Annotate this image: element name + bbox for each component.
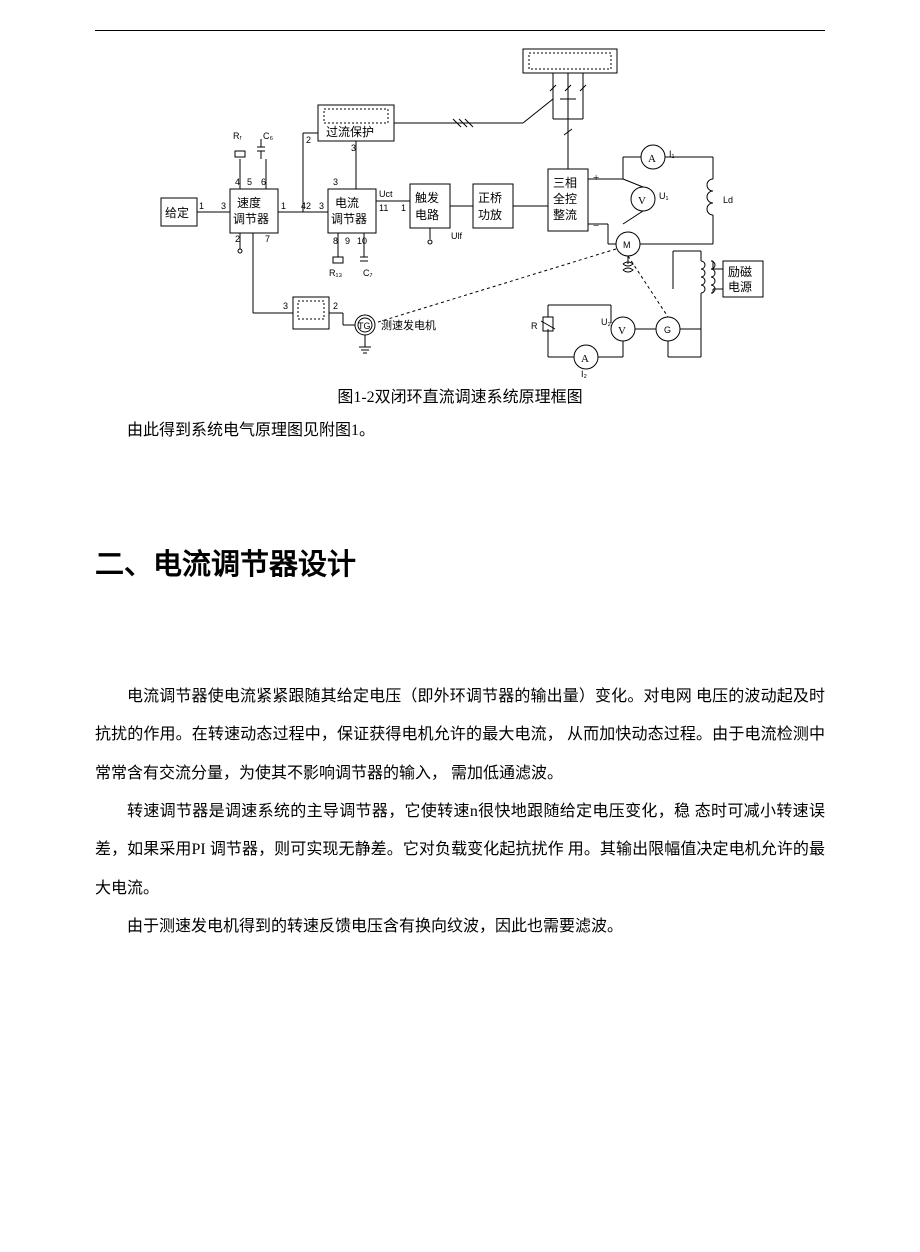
paragraph-1: 电流调节器使电流紧紧跟随其给定电压（即外环调节器的输出量）变化。对电网 电压的波…: [95, 678, 825, 793]
svg-text:V: V: [618, 325, 626, 337]
svg-text:3: 3: [333, 177, 338, 187]
svg-text:6: 6: [261, 177, 266, 187]
svg-text:触发: 触发: [415, 190, 439, 205]
svg-text:8: 8: [333, 236, 338, 246]
svg-text:5: 5: [247, 177, 252, 187]
svg-text:Rᵣ: Rᵣ: [233, 131, 242, 141]
caption-follow-text: 由此得到系统电气原理图见附图1。: [95, 417, 825, 446]
svg-text:2: 2: [306, 135, 311, 145]
svg-text:2: 2: [306, 201, 311, 211]
svg-text:4: 4: [235, 177, 240, 187]
svg-text:全控: 全控: [553, 191, 577, 206]
svg-text:7: 7: [265, 234, 270, 244]
svg-text:电路: 电路: [415, 207, 439, 222]
svg-text:10: 10: [357, 236, 367, 246]
svg-text:正桥: 正桥: [478, 191, 502, 205]
svg-text:Ulf: Ulf: [451, 231, 462, 241]
svg-text:2: 2: [235, 234, 240, 244]
svg-text:A: A: [648, 153, 656, 165]
tg-label: 测速发电机: [381, 318, 436, 332]
svg-text:Ld: Ld: [723, 195, 733, 205]
svg-text:C₆: C₆: [263, 131, 273, 141]
svg-text:U₂: U₂: [601, 317, 611, 327]
svg-text:过流保护: 过流保护: [326, 125, 374, 139]
page-rule: [95, 30, 825, 31]
svg-text:3: 3: [351, 143, 356, 153]
svg-text:V: V: [638, 195, 646, 207]
given-label: 给定: [165, 205, 189, 220]
svg-text:3: 3: [221, 201, 226, 211]
svg-text:Uct: Uct: [379, 189, 393, 199]
svg-text:9: 9: [345, 236, 350, 246]
svg-text:TG: TG: [358, 321, 371, 331]
svg-text:励磁: 励磁: [728, 264, 752, 279]
svg-text:I₂: I₂: [581, 369, 588, 379]
svg-text:3: 3: [283, 301, 288, 311]
svg-text:C₇: C₇: [363, 268, 373, 278]
svg-text:速度: 速度: [237, 195, 261, 210]
svg-text:电源: 电源: [728, 280, 752, 294]
block-diagram: 给定 1 3 速度 调节器 Rᵣ C₆ 456 27 1 4 3 2 2 过流保…: [153, 39, 768, 379]
paragraph-3: 由于测速发电机得到的转速反馈电压含有换向纹波，因此也需要滤波。: [95, 908, 825, 946]
paragraph-2: 转速调节器是调速系统的主导调节器，它使转速n很快地跟随给定电压变化，稳 态时可减…: [95, 793, 825, 908]
svg-text:1: 1: [401, 203, 406, 213]
svg-text:调节器: 调节器: [233, 212, 269, 226]
svg-text:−: −: [593, 220, 599, 232]
svg-text:R₁₃: R₁₃: [329, 268, 343, 278]
figure-caption: 图1-2双闭环直流调速系统原理框图: [95, 383, 825, 407]
svg-text:U₁: U₁: [659, 191, 669, 201]
svg-text:2: 2: [333, 301, 338, 311]
svg-text:A: A: [581, 353, 589, 365]
svg-text:3: 3: [319, 201, 324, 211]
section-title: 二、电流调节器设计: [95, 541, 825, 583]
svg-text:11: 11: [379, 203, 388, 213]
svg-text:电流: 电流: [335, 196, 359, 210]
svg-text:M: M: [623, 240, 631, 250]
svg-text:1: 1: [199, 201, 204, 211]
diagram-container: 给定 1 3 速度 调节器 Rᵣ C₆ 456 27 1 4 3 2 2 过流保…: [95, 39, 825, 379]
svg-text:调节器: 调节器: [331, 212, 367, 226]
svg-text:整流: 整流: [553, 207, 577, 222]
svg-text:三相: 三相: [553, 176, 577, 190]
svg-text:G: G: [664, 325, 671, 335]
svg-text:+: +: [593, 172, 599, 184]
svg-text:1: 1: [281, 201, 286, 211]
svg-text:R: R: [531, 321, 538, 331]
svg-text:功放: 功放: [478, 207, 502, 222]
